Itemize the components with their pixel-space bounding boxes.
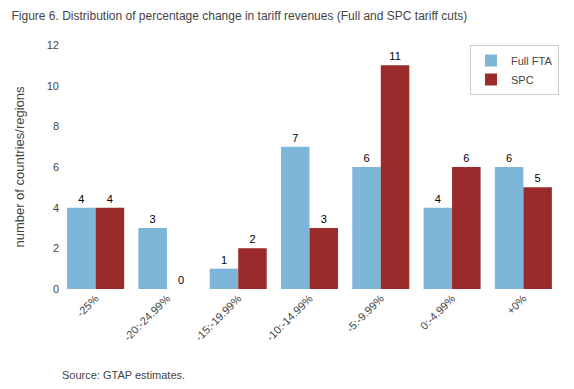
svg-text:3: 3	[321, 213, 327, 225]
svg-text:2: 2	[53, 242, 59, 254]
svg-text:4: 4	[78, 193, 84, 205]
svg-text:6: 6	[363, 152, 369, 164]
svg-text:0: 0	[178, 274, 184, 286]
svg-text:12: 12	[47, 39, 59, 51]
svg-text:6: 6	[463, 152, 469, 164]
svg-text:-15:-19.99%: -15:-19.99%	[193, 292, 244, 343]
svg-text:5: 5	[535, 172, 541, 184]
svg-text:4: 4	[435, 193, 441, 205]
svg-text:Full FTA: Full FTA	[511, 55, 552, 67]
svg-text:3: 3	[150, 213, 156, 225]
svg-text:6: 6	[506, 152, 512, 164]
svg-text:8: 8	[53, 120, 59, 132]
svg-text:6: 6	[53, 161, 59, 173]
svg-text:2: 2	[249, 233, 255, 245]
svg-text:SPC: SPC	[511, 74, 534, 86]
svg-text:-10:-14.99%: -10:-14.99%	[264, 292, 315, 343]
svg-text:10: 10	[47, 80, 59, 92]
svg-text:-25%: -25%	[74, 292, 101, 319]
svg-text:7: 7	[292, 132, 298, 144]
svg-text:0:-4.99%: 0:-4.99%	[418, 292, 458, 332]
svg-text:1: 1	[221, 254, 227, 266]
svg-text:-20:-24.99%: -20:-24.99%	[121, 292, 172, 343]
svg-text:0: 0	[53, 283, 59, 295]
svg-text:4: 4	[53, 202, 59, 214]
svg-text:-5:-9.99%: -5:-9.99%	[344, 292, 386, 334]
svg-text:4: 4	[107, 193, 113, 205]
svg-text:number of countries/regions: number of countries/regions	[12, 86, 27, 248]
svg-text:Figure 6. Distribution of perc: Figure 6. Distribution of percentage cha…	[11, 9, 467, 23]
svg-text:+0%: +0%	[504, 292, 528, 316]
svg-text:Source: GTAP estimates.: Source: GTAP estimates.	[62, 369, 185, 381]
svg-text:11: 11	[389, 50, 400, 62]
